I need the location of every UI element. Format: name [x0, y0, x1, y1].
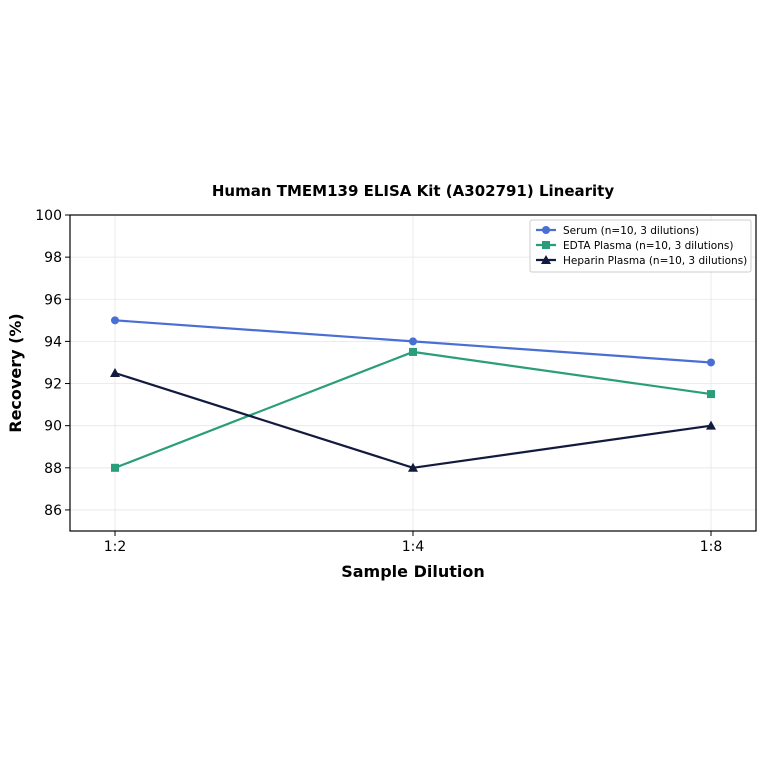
legend-item: EDTA Plasma (n=10, 3 dilutions) [536, 240, 733, 252]
legend-item: Serum (n=10, 3 dilutions) [536, 225, 699, 237]
y-tick-label: 88 [44, 461, 62, 477]
x-axis-label: Sample Dilution [341, 562, 485, 581]
series-serum [111, 316, 715, 367]
y-tick-label: 86 [44, 503, 62, 519]
y-tick-label: 90 [44, 419, 62, 435]
series-edta-plasma [111, 347, 715, 472]
data-point [409, 347, 417, 356]
series-layer [110, 316, 716, 472]
series-heparin-plasma [110, 368, 716, 472]
legend-marker [542, 226, 550, 234]
data-point [408, 462, 418, 472]
data-point [707, 390, 715, 399]
x-tick-label: 1:2 [104, 539, 127, 555]
x-tick-label: 1:8 [700, 539, 723, 555]
y-tick-label: 94 [44, 334, 62, 350]
legend-label: Heparin Plasma (n=10, 3 dilutions) [563, 255, 747, 267]
y-tick-label: 96 [44, 292, 62, 308]
legend-label: EDTA Plasma (n=10, 3 dilutions) [563, 240, 733, 252]
data-point [707, 358, 715, 367]
legend: Serum (n=10, 3 dilutions) EDTA Plasma (n=… [529, 219, 752, 273]
y-axis: 86 88 90 92 94 96 98 100 [35, 208, 70, 519]
data-point [111, 463, 119, 472]
x-tick-label: 1:4 [402, 539, 425, 555]
data-point [110, 368, 120, 377]
legend-marker [541, 255, 551, 264]
y-tick-label: 100 [35, 208, 62, 224]
legend-label: Serum (n=10, 3 dilutions) [563, 225, 699, 237]
y-tick-label: 92 [44, 377, 62, 393]
legend-box [529, 219, 752, 273]
legend-marker [542, 241, 550, 249]
data-point [706, 420, 716, 430]
y-axis-label: Recovery (%) [6, 313, 25, 432]
y-tick-label: 98 [44, 250, 62, 266]
legend-item: Heparin Plasma (n=10, 3 dilutions) [536, 255, 747, 267]
chart-title: Human TMEM139 ELISA Kit (A302791) Linear… [212, 182, 614, 200]
x-axis: 1:2 1:4 1:8 [104, 531, 723, 555]
data-point [409, 337, 417, 346]
data-point [111, 316, 119, 325]
